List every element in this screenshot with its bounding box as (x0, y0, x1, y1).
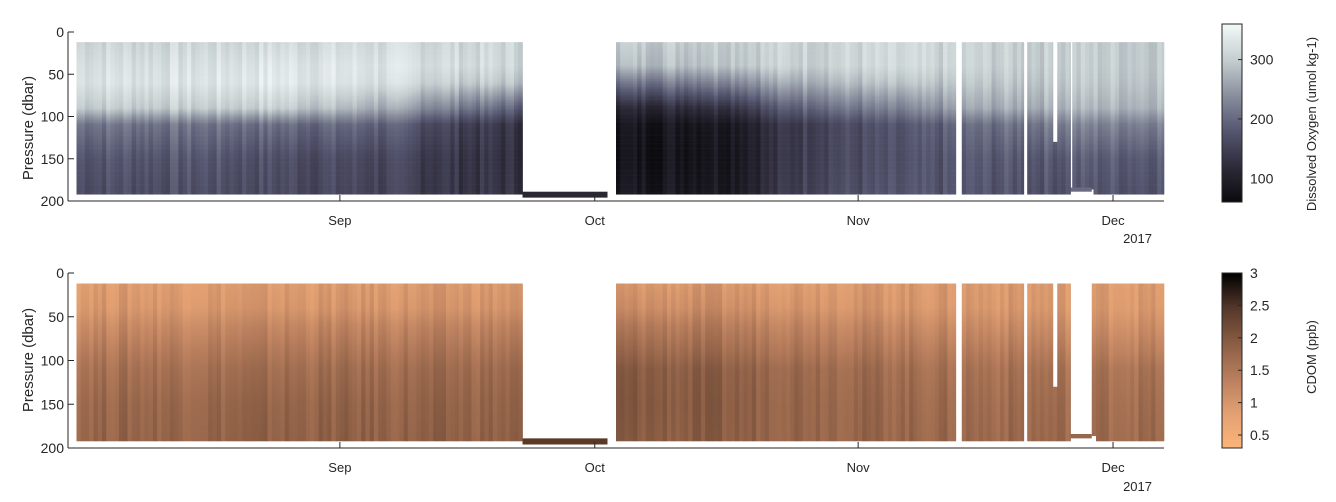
heat-cell (217, 193, 222, 195)
heat-cell (263, 193, 268, 195)
heat-cell (153, 193, 158, 195)
heat-cell (183, 193, 188, 195)
heat-cell (272, 193, 277, 195)
data-segment (77, 42, 523, 194)
heat-cell (106, 193, 111, 195)
heat-cell (174, 193, 179, 195)
heat-cell (115, 193, 120, 195)
heat-cell (119, 193, 124, 195)
heat-cell (149, 193, 154, 195)
heat-cell (98, 193, 103, 195)
heat-cell (259, 193, 264, 195)
heat-cell (136, 193, 141, 195)
heat-cell (229, 193, 234, 195)
heat-cell (127, 193, 132, 195)
heat-cell (195, 193, 200, 195)
heat-cell (132, 193, 137, 195)
heat-cell (200, 193, 205, 195)
heat-cell (251, 193, 256, 195)
heat-cell (161, 193, 166, 195)
heat-cell (268, 193, 273, 195)
heat-cell (102, 193, 107, 195)
heat-cell (280, 193, 285, 195)
heat-cell (238, 193, 243, 195)
heat-cell (246, 193, 251, 195)
heat-cell (81, 193, 86, 195)
heat-cell (85, 193, 90, 195)
heat-cell (144, 193, 149, 195)
heat-cell (276, 193, 281, 195)
heat-cell (208, 193, 213, 195)
heat-cell (221, 193, 226, 195)
heat-cell (93, 193, 98, 195)
oxygen-heatmap (77, 32, 1165, 198)
heat-cell (234, 193, 239, 195)
heat-cell (242, 193, 247, 195)
heat-cell (170, 193, 175, 195)
heat-cell (123, 193, 128, 195)
heat-cell (204, 193, 209, 195)
heat-cell (191, 193, 196, 195)
heat-cell (140, 193, 145, 195)
heat-cell (89, 193, 94, 195)
heat-cell (212, 193, 217, 195)
heat-cell (178, 193, 183, 195)
heat-cell (255, 193, 260, 195)
heat-cell (187, 193, 192, 195)
heat-cell (166, 193, 171, 195)
heat-cell (77, 193, 82, 195)
heat-cell (110, 193, 115, 195)
heat-cell (225, 193, 230, 195)
heat-cell (157, 193, 162, 195)
